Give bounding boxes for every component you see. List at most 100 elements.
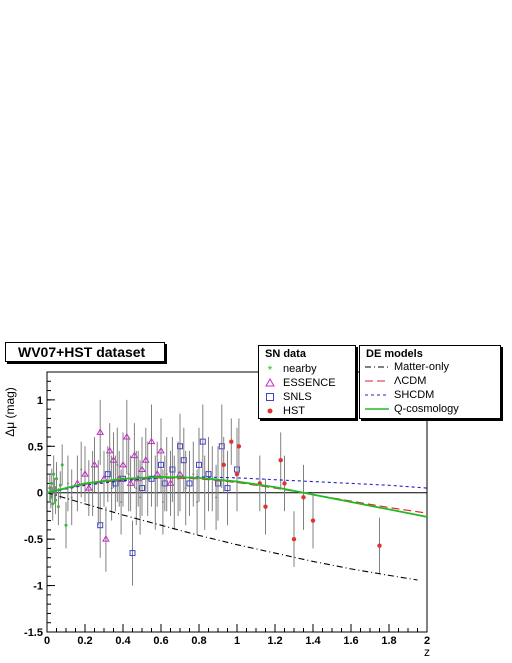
solid-line-icon — [365, 408, 389, 410]
nearby-point — [52, 472, 56, 476]
model-curve-4 — [46, 476, 428, 518]
snls-point — [196, 461, 202, 468]
nearby-point — [55, 477, 58, 481]
data-point — [165, 473, 168, 476]
y-axis-label: Δμ (mag) — [3, 387, 17, 437]
legend-label-matter-only: Matter-only — [394, 361, 450, 373]
sn-legend-title: SN data — [265, 348, 306, 360]
de-legend: DE models Matter-only ΛCDM SHCDM Q-cosmo… — [359, 345, 501, 419]
square-marker-icon — [266, 393, 274, 401]
essence-point — [102, 535, 110, 542]
snls-point — [161, 480, 168, 487]
snls-point — [180, 457, 187, 464]
snls-point — [97, 522, 104, 529]
snls-point — [224, 485, 231, 492]
nearby-point — [51, 502, 55, 506]
nearby-point — [64, 523, 68, 527]
y-tick-label: 0 — [37, 488, 43, 500]
data-point — [70, 496, 73, 499]
nearby-point — [54, 498, 58, 502]
snls-point — [112, 480, 119, 487]
data-point — [135, 487, 138, 490]
legend-item-hst: HST — [259, 404, 355, 418]
nearby-point — [58, 483, 62, 487]
essence-point — [122, 433, 131, 440]
data-point — [80, 468, 83, 471]
star-marker-icon: * — [268, 363, 273, 376]
de-legend-title: DE models — [366, 348, 423, 360]
data-point — [127, 473, 130, 476]
legend-label-nearby: nearby — [283, 363, 317, 375]
legend-label-hst: HST — [283, 405, 305, 417]
data-point — [161, 501, 164, 503]
dashed-line-icon — [365, 380, 389, 382]
model-curve-1 — [46, 492, 418, 581]
x-tick-label: 1.6 — [343, 635, 358, 647]
x-tick-label: 1.8 — [381, 635, 396, 647]
legend-item-q-cosmology: Q-cosmology — [360, 402, 500, 416]
data-point — [120, 501, 123, 503]
hst-point — [278, 458, 283, 463]
snls-point — [186, 480, 193, 487]
y-tick-label: 0.5 — [28, 441, 43, 453]
data-point — [173, 491, 176, 494]
hst-point — [301, 495, 306, 500]
legend-item-shcdm: SHCDM — [360, 388, 500, 402]
data-point — [184, 487, 187, 490]
legend-item-nearby: * nearby — [259, 362, 355, 376]
x-tick-label: 2 — [424, 635, 430, 647]
snls-point — [104, 471, 111, 478]
x-tick-label: 0.6 — [153, 635, 168, 647]
svg-text:*: * — [268, 363, 273, 376]
y-tick-label: -1.5 — [24, 627, 43, 639]
legend-label-lcdm: ΛCDM — [394, 375, 427, 387]
nearby-point — [56, 505, 60, 509]
chart-title-box: WV07+HST dataset — [5, 342, 165, 362]
legend-label-snls: SNLS — [283, 391, 312, 403]
hst-point — [377, 543, 382, 548]
legend-item-lcdm: ΛCDM — [360, 374, 500, 388]
legend-item-essence: ESSENCE — [259, 376, 355, 390]
data-point — [154, 491, 157, 494]
x-tick-label: 0.4 — [115, 635, 131, 647]
data-point — [139, 496, 142, 499]
hst-point — [282, 481, 287, 486]
x-axis-label: z — [424, 645, 430, 659]
nearby-point — [60, 463, 64, 467]
hst-point — [263, 504, 268, 509]
data-point — [97, 491, 100, 494]
sn-legend: SN data * nearby ESSENCE SNLS HST — [258, 345, 356, 419]
hst-point — [310, 518, 316, 523]
model-curve-2 — [46, 477, 428, 514]
nearby-point — [50, 481, 54, 485]
dotted-line-icon — [365, 394, 389, 396]
hst-point — [291, 536, 297, 542]
x-tick-label: 0.8 — [191, 635, 206, 647]
y-tick-label: -1 — [33, 581, 43, 593]
dashdot-line-icon — [365, 366, 389, 368]
legend-label-essence: ESSENCE — [283, 377, 336, 389]
hst-point — [234, 471, 240, 477]
hst-point — [221, 462, 226, 468]
triangle-marker-icon — [265, 377, 275, 387]
data-point — [192, 473, 195, 476]
legend-item-matter-only: Matter-only — [360, 360, 500, 374]
y-tick-label: -0.5 — [24, 534, 43, 546]
snls-point — [199, 438, 206, 445]
snls-point — [139, 485, 145, 492]
hst-point — [236, 444, 242, 449]
legend-item-snls: SNLS — [259, 390, 355, 404]
x-tick-label: 1 — [234, 635, 240, 647]
x-tick-label: 0 — [44, 635, 50, 647]
snls-point — [158, 461, 164, 468]
data-point — [196, 501, 199, 503]
hst-point — [229, 439, 234, 444]
legend-label-q-cosmology: Q-cosmology — [394, 403, 459, 415]
x-tick-label: 1.2 — [267, 635, 282, 647]
data-point — [215, 496, 218, 499]
essence-point — [147, 437, 156, 445]
dot-marker-icon — [267, 408, 273, 414]
data-point — [203, 491, 206, 494]
